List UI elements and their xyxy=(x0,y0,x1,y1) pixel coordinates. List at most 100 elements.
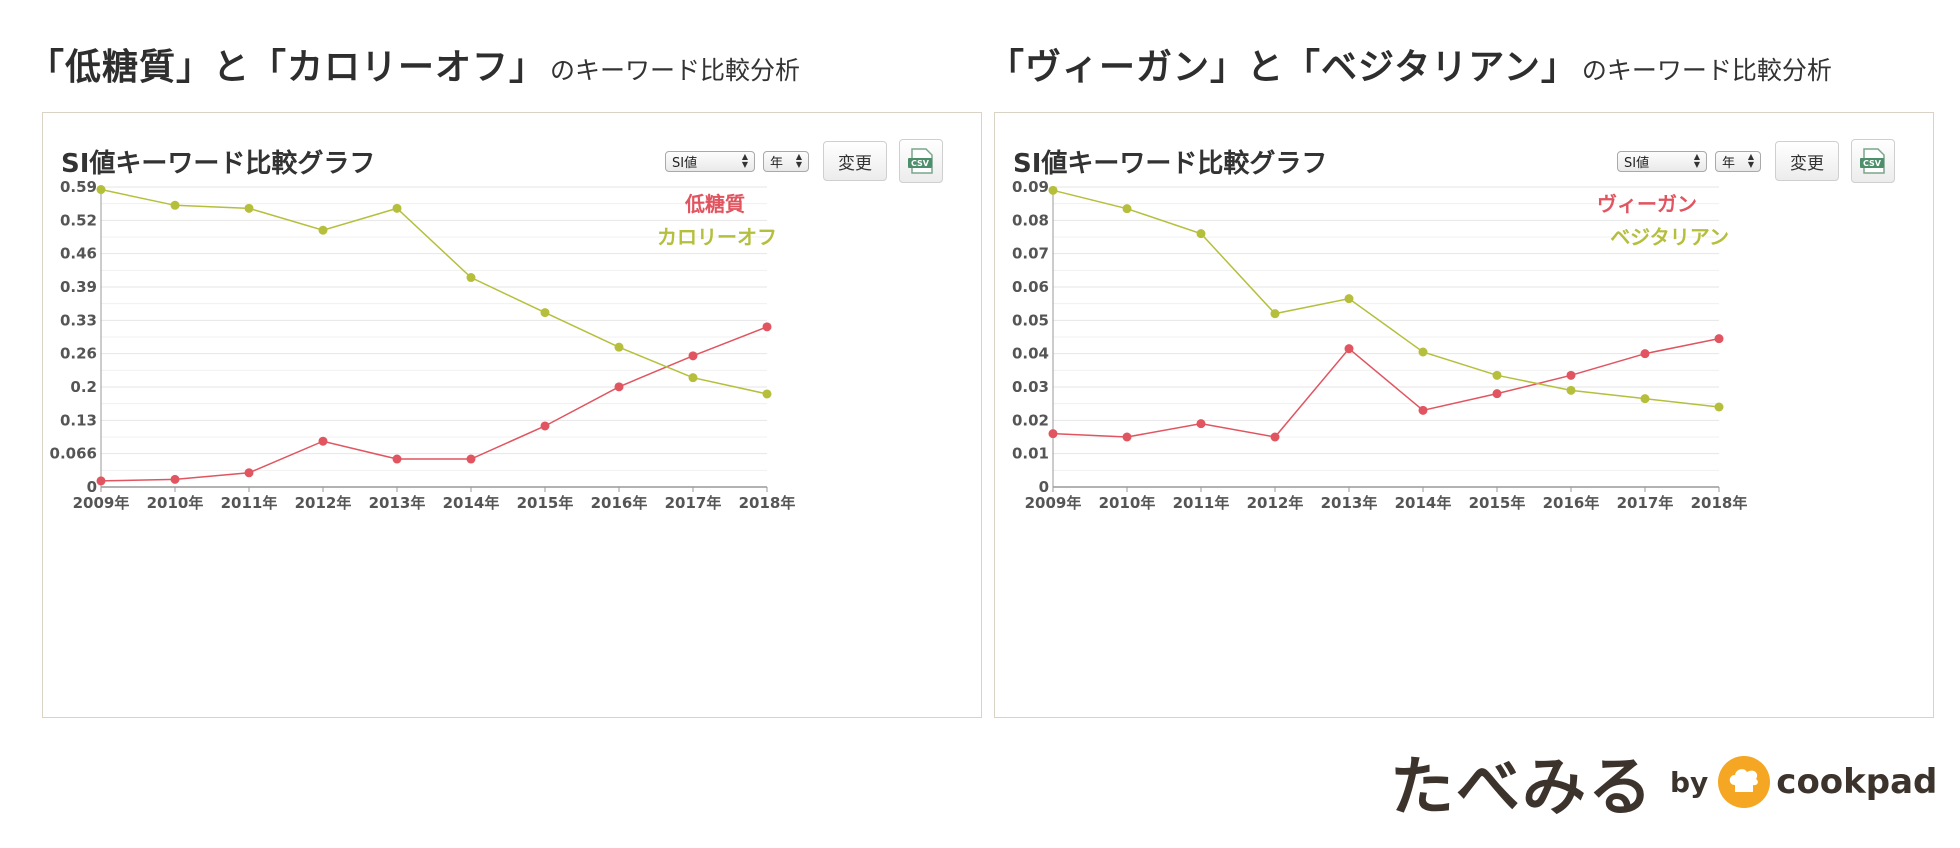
csv-label: CSV xyxy=(1863,159,1882,168)
updown-arrow-icon: ▲ ▼ xyxy=(1693,152,1700,169)
series-line-1 xyxy=(1052,337,1720,438)
data-point xyxy=(1640,349,1650,359)
x-tick-label: 2014年 xyxy=(443,494,500,512)
period-select[interactable]: 年 ▲ ▼ xyxy=(763,150,809,172)
y-tick-label: 0.04 xyxy=(1012,345,1049,363)
line-chart: 0 0.066 0.13 0.2 0.26 0.33 0.39 0.46 0.52 0.59 200… xyxy=(50,178,796,512)
change-button[interactable]: 変更 xyxy=(1775,141,1839,181)
x-tick-label: 2016年 xyxy=(591,494,648,512)
data-point xyxy=(318,436,328,446)
metric-select[interactable]: SI値 ▲ ▼ xyxy=(1617,150,1707,172)
data-point xyxy=(688,373,698,383)
x-tick-label: 2017年 xyxy=(665,494,722,512)
legend-entry-2: ベジタリアン xyxy=(1610,225,1729,249)
data-point xyxy=(762,389,772,399)
brand-name: たべみる xyxy=(1390,750,1654,825)
data-point xyxy=(244,468,254,478)
y-tick-label: 0.09 xyxy=(1012,178,1049,196)
y-tick-label: 0.52 xyxy=(60,211,97,229)
y-tick-label: 0.03 xyxy=(1012,378,1049,396)
series-line-2 xyxy=(1052,189,1720,408)
y-tick-label: 0.39 xyxy=(60,278,97,296)
chef-hat-icon xyxy=(1718,756,1771,808)
legend-entry-1: ヴィーガン xyxy=(1597,192,1697,216)
csv-download-button[interactable]: CSV xyxy=(1851,139,1895,183)
x-tick-label: 2018年 xyxy=(739,494,796,512)
x-tick-label: 2012年 xyxy=(1247,494,1304,512)
x-tick-label: 2010年 xyxy=(1099,494,1156,512)
heading-main: 「低糖質」と「カロリーオフ」 xyxy=(28,47,547,88)
metric-select[interactable]: SI値 ▲ ▼ xyxy=(665,150,755,172)
section-heading-2: 「ヴィーガン」と「ベジタリアン」 のキーワード比較分析 xyxy=(988,38,1832,90)
y-tick-label: 0.33 xyxy=(60,311,97,329)
updown-arrow-icon: ▲ ▼ xyxy=(741,152,748,169)
partner-name: cookpad xyxy=(1776,762,1938,802)
data-point xyxy=(1270,309,1280,319)
data-point xyxy=(170,474,180,484)
data-point xyxy=(466,273,476,283)
updown-arrow-icon: ▲ ▼ xyxy=(795,152,802,169)
x-tick-label: 2009年 xyxy=(73,494,130,512)
x-tick-label: 2013年 xyxy=(369,494,426,512)
series-line-2 xyxy=(100,188,768,395)
brand-by: by xyxy=(1670,765,1709,799)
csv-label: CSV xyxy=(911,159,930,168)
csv-file-icon: CSV xyxy=(908,148,933,174)
y-tick-label: 0.26 xyxy=(60,345,97,363)
y-tick-label: 0.07 xyxy=(1012,245,1049,263)
data-point xyxy=(614,382,624,392)
data-point xyxy=(96,476,106,486)
x-tick-label: 2017年 xyxy=(1617,494,1674,512)
data-point xyxy=(1048,429,1058,439)
data-point xyxy=(1566,370,1576,380)
data-point xyxy=(392,203,402,213)
x-tick-label: 2012年 xyxy=(295,494,352,512)
series-line-1 xyxy=(100,326,768,482)
x-tick-label: 2009年 xyxy=(1025,494,1082,512)
data-point xyxy=(1122,432,1132,442)
y-tick-label: 0.59 xyxy=(60,178,97,196)
data-point xyxy=(1270,432,1280,442)
data-point xyxy=(466,454,476,464)
y-tick-label: 0.2 xyxy=(70,378,97,396)
section-heading-1: 「低糖質」と「カロリーオフ」 のキーワード比較分析 xyxy=(28,38,800,90)
x-tick-label: 2015年 xyxy=(517,494,574,512)
legend-entry-1: 低糖質 xyxy=(684,192,745,216)
legend-entry-2: カロリーオフ xyxy=(657,225,777,249)
y-tick-label: 0.06 xyxy=(1012,278,1049,296)
data-point xyxy=(1122,204,1132,214)
data-point xyxy=(1714,334,1724,344)
period-select-value: 年 xyxy=(770,155,784,171)
chart-controls: SI値 ▲ ▼ 年 ▲ ▼ 変更 CSV xyxy=(665,139,943,183)
data-point xyxy=(1418,347,1428,357)
period-select[interactable]: 年 ▲ ▼ xyxy=(1715,150,1761,172)
data-point xyxy=(762,322,772,332)
updown-arrow-icon: ▲ ▼ xyxy=(1747,152,1754,169)
data-point xyxy=(1566,385,1576,395)
x-tick-label: 2011年 xyxy=(221,494,278,512)
y-tick-label: 0.13 xyxy=(60,411,97,429)
period-select-value: 年 xyxy=(1722,155,1736,171)
x-tick-label: 2013年 xyxy=(1321,494,1378,512)
x-tick-label: 2014年 xyxy=(1395,494,1452,512)
x-tick-label: 2018年 xyxy=(1691,494,1748,512)
data-point xyxy=(1048,185,1058,195)
data-point xyxy=(1196,229,1206,239)
csv-download-button[interactable]: CSV xyxy=(899,139,943,183)
y-tick-label: 0 xyxy=(87,478,97,496)
x-tick-label: 2010年 xyxy=(147,494,204,512)
metric-select-value: SI値 xyxy=(672,155,698,171)
data-point xyxy=(688,351,698,361)
y-tick-label: 0.08 xyxy=(1012,211,1049,229)
data-point xyxy=(1492,370,1502,380)
y-tick-label: 0.46 xyxy=(60,245,97,263)
data-point xyxy=(1196,419,1206,429)
brand-logo: たべみる by cookpad xyxy=(1390,742,1938,825)
chart-panel-1: SI値キーワード比較グラフ SI値 ▲ ▼ 年 ▲ ▼ 変更 CSV 0 0.066 0… xyxy=(42,112,982,718)
line-chart: 0 0.01 0.02 0.03 0.04 0.05 0.06 0.07 0.08 0.09 200… xyxy=(1012,178,1748,512)
data-point xyxy=(540,308,550,318)
change-button[interactable]: 変更 xyxy=(823,141,887,181)
x-tick-label: 2016年 xyxy=(1543,494,1600,512)
data-point xyxy=(1714,402,1724,412)
x-tick-label: 2011年 xyxy=(1173,494,1230,512)
